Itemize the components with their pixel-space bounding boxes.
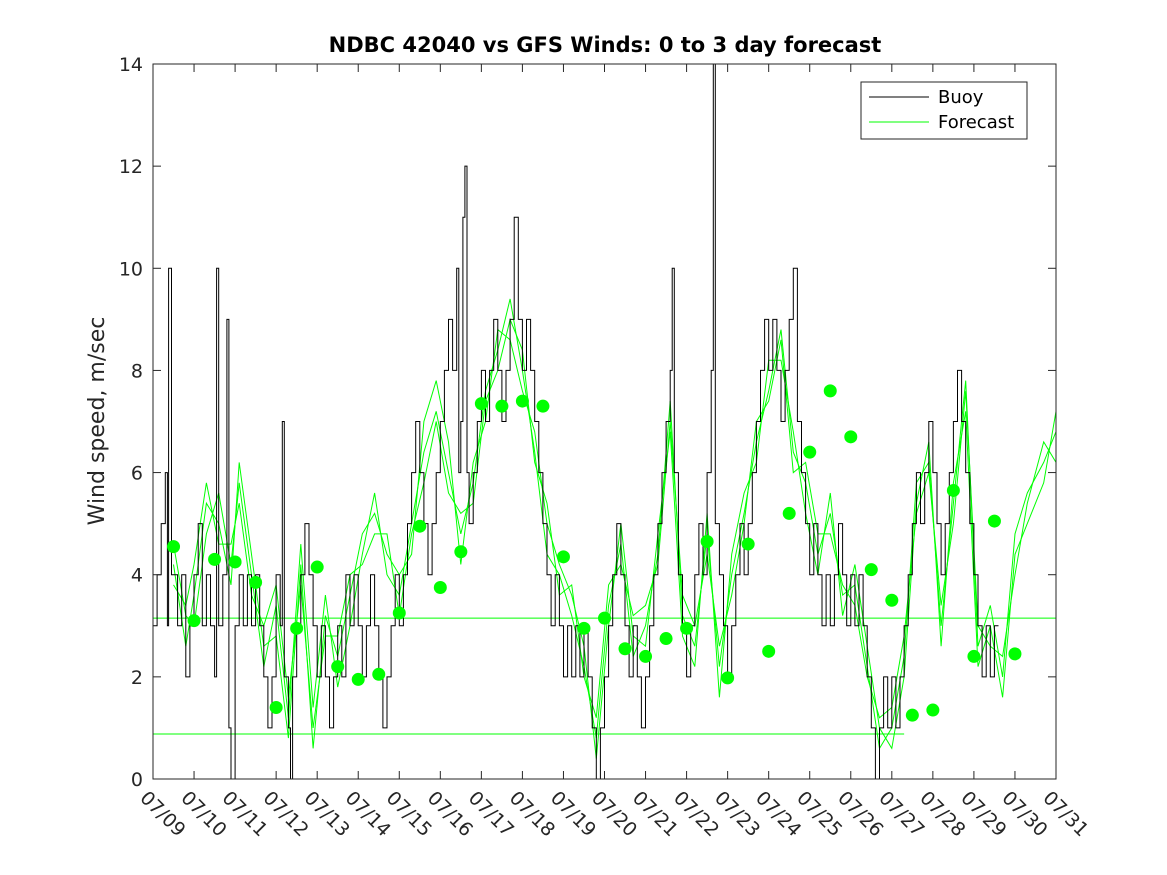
buoy-series-line [153, 64, 999, 779]
forecast-point [454, 545, 468, 559]
legend-label-buoy: Buoy [938, 87, 984, 108]
forecast-point [864, 563, 878, 577]
forecast-point [741, 537, 755, 551]
forecast-point [700, 535, 714, 549]
forecast-point [762, 644, 776, 658]
forecast-point [433, 580, 447, 594]
forecast-point [392, 606, 406, 620]
forecast-point [290, 621, 304, 635]
forecast-point [331, 660, 345, 674]
forecast-point [782, 506, 796, 520]
forecast-point [639, 649, 653, 663]
y-tick-label: 2 [131, 667, 143, 689]
y-tick-label: 0 [131, 769, 143, 791]
forecast-point [187, 614, 201, 628]
forecast-point [351, 672, 365, 686]
legend-box [860, 81, 1028, 140]
forecast-point [844, 430, 858, 444]
forecast-point [495, 399, 509, 413]
forecast-point [228, 555, 242, 569]
y-axis: 0 2 4 6 8 10 12 14 [119, 54, 1056, 791]
forecast-point [659, 632, 673, 646]
forecast-point [515, 394, 529, 408]
forecast-point [249, 575, 263, 589]
legend-label-forecast: Forecast [938, 112, 1014, 133]
forecast-point [618, 642, 632, 656]
forecast-point [967, 649, 981, 663]
forecast-point [946, 483, 960, 497]
forecast-point [680, 621, 694, 635]
plot-layer [153, 64, 1056, 779]
forecast-point [598, 611, 611, 625]
forecast-point [905, 708, 919, 722]
forecast-point [721, 671, 735, 685]
y-tick-label: 4 [131, 565, 143, 587]
forecast-point [823, 384, 837, 398]
y-axis-label: Wind speed, m/sec [85, 317, 110, 526]
forecast-point [803, 445, 817, 459]
y-tick-label: 14 [119, 54, 143, 76]
forecast-point [536, 399, 550, 413]
forecast-point [208, 552, 222, 566]
y-tick-label: 10 [119, 258, 143, 280]
forecast-point [926, 703, 940, 717]
forecast-point [556, 550, 570, 564]
forecast-point [269, 701, 283, 714]
forecast-point [474, 397, 488, 411]
chart-title: NDBC 42040 vs GFS Winds: 0 to 3 day fore… [329, 33, 882, 57]
forecast-point [987, 514, 1001, 528]
forecast-point [1008, 647, 1022, 661]
forecast-point [167, 540, 181, 554]
forecast-point [885, 593, 899, 607]
forecast-point [413, 519, 427, 533]
forecast-point [577, 621, 591, 635]
y-tick-label: 6 [131, 463, 143, 485]
y-tick-label: 8 [131, 360, 143, 382]
y-tick-label: 12 [119, 156, 143, 178]
forecast-point [372, 667, 386, 681]
forecast-point [310, 560, 324, 574]
legend: Buoy Forecast [860, 81, 1028, 140]
